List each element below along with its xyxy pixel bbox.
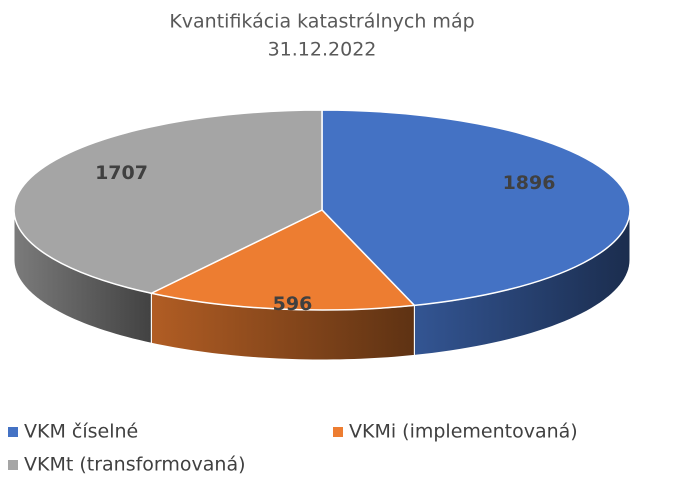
legend-swatch — [8, 427, 18, 437]
legend-label: VKMi (implementovaná) — [349, 421, 578, 443]
data-label: 1896 — [503, 172, 556, 194]
data-label: 1707 — [95, 162, 148, 184]
legend-label: VKM číselné — [24, 421, 138, 443]
legend-label: VKMt (transformovaná) — [24, 454, 246, 476]
slice — [321, 109, 631, 307]
data-label: 596 — [273, 293, 313, 315]
legend-swatch — [8, 460, 18, 470]
slice — [13, 109, 323, 295]
chart-title: Kvantifikácia katastrálnych máp — [169, 11, 474, 33]
chart-subtitle: 31.12.2022 — [268, 39, 377, 61]
slice — [149, 209, 416, 311]
legend-swatch — [333, 427, 343, 437]
